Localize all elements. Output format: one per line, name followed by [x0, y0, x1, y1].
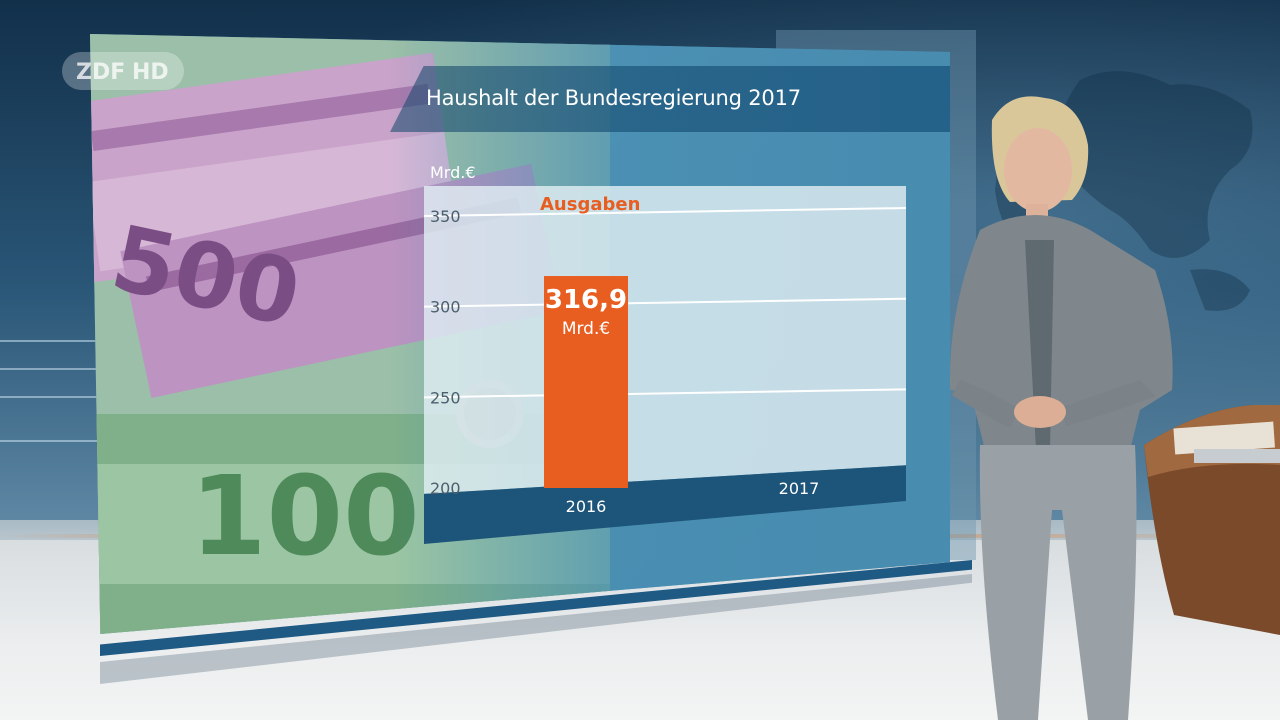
x-category-label: 2016 — [566, 497, 607, 516]
logo-mark: ZDF HD — [76, 60, 169, 85]
bar-unit-label: Mrd.€ — [562, 319, 610, 339]
zdf-hd-logo: ZDF HD — [62, 52, 184, 90]
bar-value-label: 316,9 — [545, 285, 627, 315]
news-desk — [1144, 405, 1280, 635]
series-label: Ausgaben — [540, 194, 641, 215]
y-tick-label: 200 — [430, 479, 461, 498]
y-tick-label: 300 — [430, 298, 461, 317]
chart-title: Haushalt der Bundesregierung 2017 — [426, 86, 801, 110]
svg-text:100: 100 — [190, 452, 420, 580]
plot-background — [424, 186, 906, 494]
gridline — [423, 297, 907, 308]
svg-text:ZDF: ZDF — [76, 60, 125, 85]
gridline — [423, 207, 907, 217]
x-category-label: 2017 — [779, 479, 820, 498]
title-bar — [390, 66, 950, 132]
gridline — [423, 388, 907, 399]
y-tick-label: 250 — [430, 388, 461, 407]
presenter — [949, 96, 1173, 720]
y-axis-unit: Mrd.€ — [430, 163, 476, 182]
y-tick-label: 350 — [430, 207, 461, 226]
bar — [544, 276, 628, 488]
plot-area: 200 250 300 350 2016 2017 316,9 Mrd.€ — [423, 186, 907, 544]
bar-chart: 200 250 300 350 2016 2017 316,9 Mrd.€ — [423, 207, 907, 516]
svg-text:HD: HD — [132, 60, 169, 85]
